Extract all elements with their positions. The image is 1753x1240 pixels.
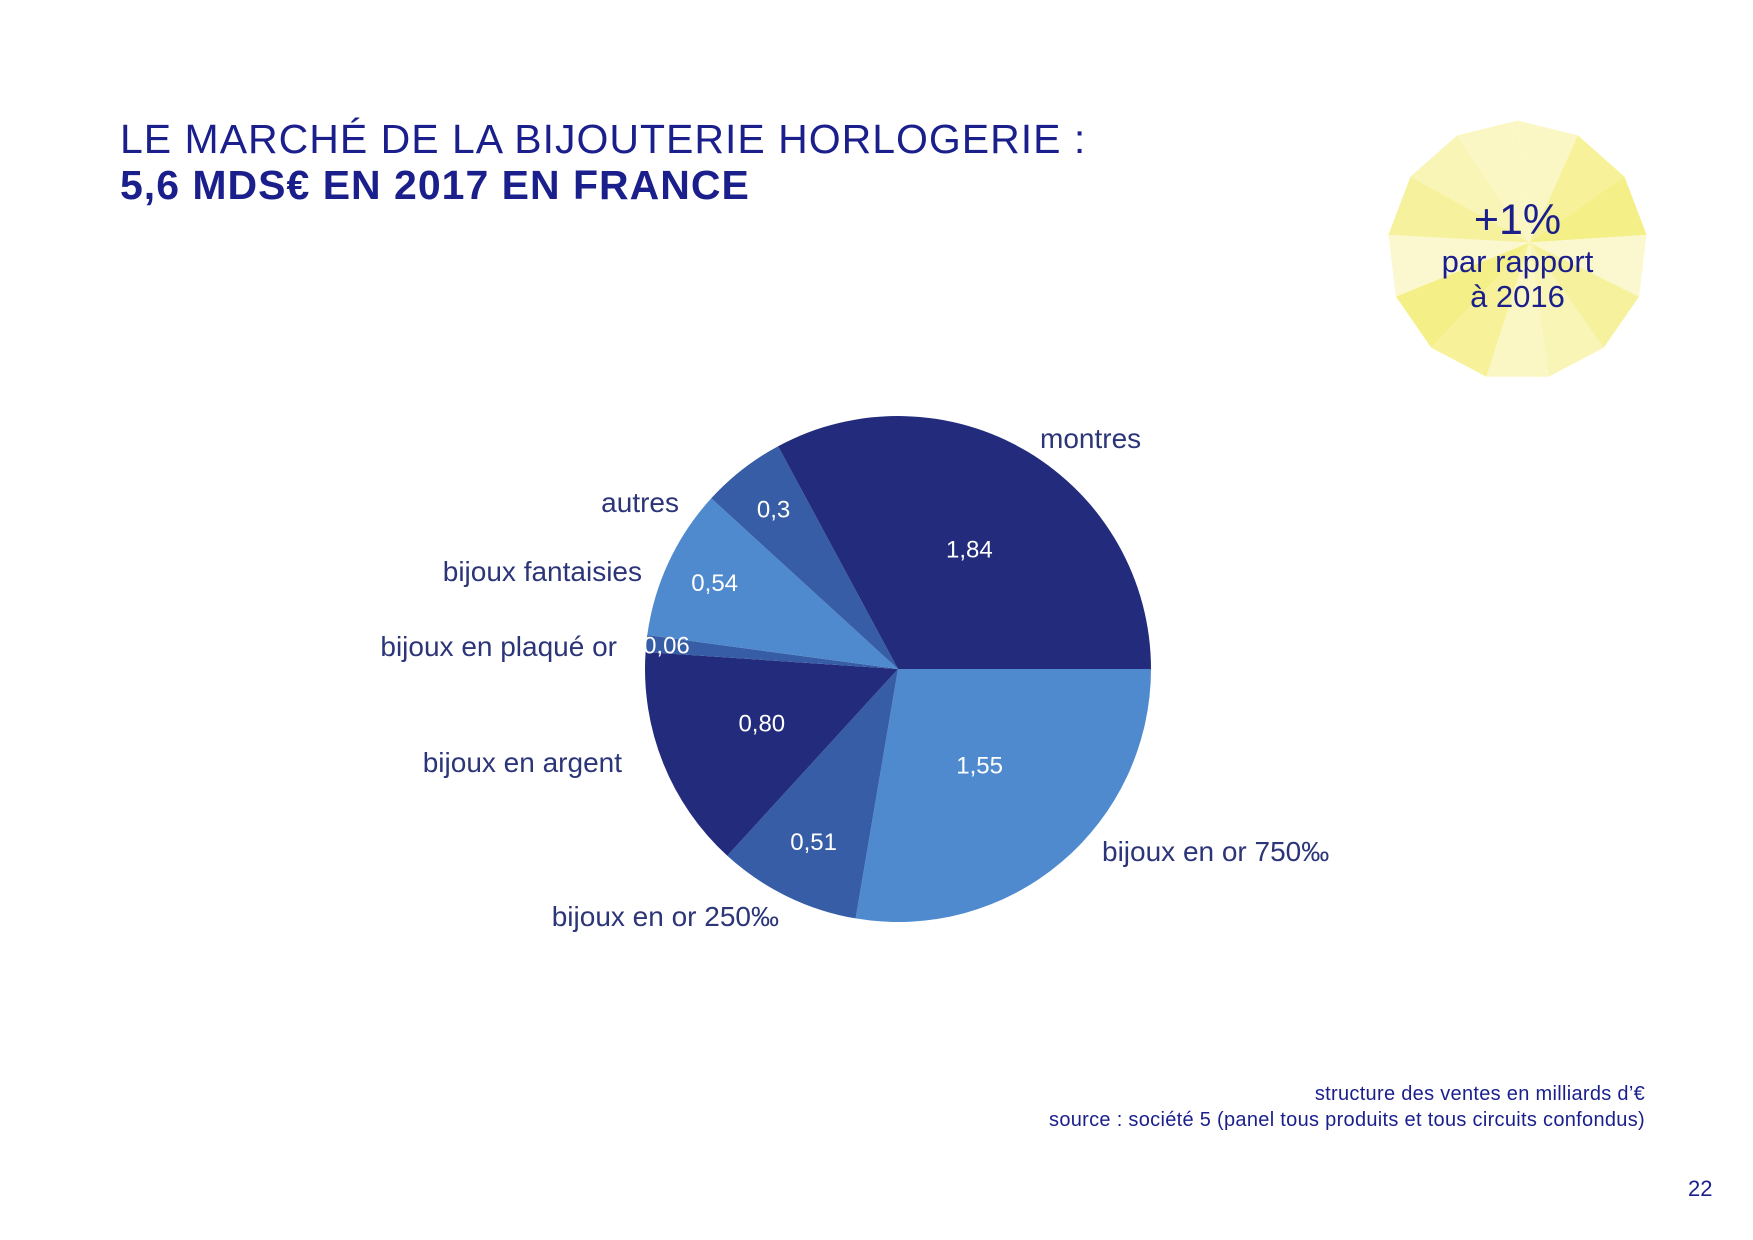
- chart-note: structure des ventes en milliards d’€: [1314, 1083, 1645, 1105]
- badge-facet: [1486, 242, 1549, 377]
- slice-value-label: 0,06: [643, 633, 690, 660]
- badge-facet: [1388, 234, 1530, 297]
- slice-value-label: 0,3: [757, 496, 790, 523]
- badge-facet: [1529, 242, 1640, 348]
- badge-line1: par rapport: [1441, 244, 1594, 279]
- slice-value-label: 1,84: [946, 537, 993, 564]
- badge-facet: [1529, 176, 1647, 243]
- page-number: 22: [1688, 1176, 1713, 1201]
- page-subtitle: 5,6 MDS€ EN 2017 EN FRANCE: [120, 162, 750, 208]
- growth-badge: [1388, 120, 1647, 377]
- pie-slice: [778, 415, 1151, 669]
- badge-facet: [1529, 242, 1604, 377]
- page-title: LE MARCHÉ DE LA BIJOUTERIE HORLOGERIE :: [120, 116, 1087, 162]
- slice-value-label: 0,80: [738, 711, 785, 738]
- pie-slice: [727, 669, 898, 919]
- badge-line2: à 2016: [1470, 279, 1565, 314]
- badge-facet: [1517, 120, 1578, 243]
- pie-slice: [645, 635, 898, 669]
- pie-slice: [855, 669, 1151, 923]
- pie-slice: [647, 498, 898, 669]
- badge-facet: [1529, 234, 1647, 297]
- badge-facet: [1395, 242, 1530, 348]
- slice-category-label: bijoux en or 250‰: [552, 901, 779, 932]
- slice-value-label: 0,54: [691, 570, 738, 597]
- badge-facet: [1410, 135, 1530, 243]
- badge-facet: [1431, 242, 1530, 377]
- slice-value-label: 1,55: [956, 753, 1003, 780]
- pie-slice: [711, 446, 898, 669]
- chart-source: source : société 5 (panel tous produits …: [1049, 1109, 1645, 1131]
- badge-facet: [1457, 120, 1530, 243]
- slice-category-label: bijoux en or 750‰: [1102, 836, 1329, 867]
- pie-slice: [645, 651, 898, 856]
- slice-category-label: bijoux en plaqué or: [380, 631, 617, 662]
- slice-value-label: 0,51: [790, 829, 837, 856]
- slice-category-label: bijoux en argent: [423, 747, 622, 778]
- slice-category-label: montres: [1040, 423, 1141, 454]
- slice-category-label: autres: [601, 487, 679, 518]
- badge-facet: [1529, 135, 1625, 243]
- badge-facet: [1388, 176, 1530, 243]
- badge-value: +1%: [1473, 196, 1562, 244]
- slice-category-label: bijoux fantaisies: [443, 556, 642, 587]
- badge-text: +1% par rapport à 2016: [1385, 196, 1650, 314]
